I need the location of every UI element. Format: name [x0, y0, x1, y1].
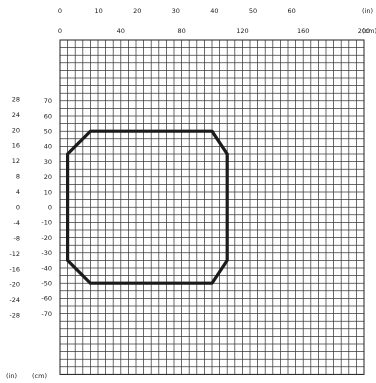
- left-cm-tick-label: 10: [44, 188, 52, 196]
- top-axis-cm-labels: 04080120160200240: [58, 27, 370, 35]
- left-cm-tick-label: 30: [44, 158, 52, 166]
- left-inch-tick-label: -28: [9, 312, 20, 320]
- top-inch-tick-label: 30: [172, 7, 180, 15]
- left-inch-tick-label: 8: [16, 173, 20, 181]
- left-inch-tick-label: -12: [9, 250, 20, 258]
- left-inch-tick-label: -24: [9, 296, 20, 304]
- left-cm-tick-label: -60: [41, 295, 52, 303]
- top-axis-cm-unit: (cm): [362, 27, 376, 35]
- top-inch-tick-label: 40: [210, 7, 218, 15]
- top-cm-tick-label: 0: [58, 27, 62, 35]
- left-cm-tick-label: -70: [41, 310, 52, 318]
- top-inch-tick-label: 20: [133, 7, 141, 15]
- left-inch-tick-label: -8: [14, 234, 20, 242]
- top-inch-tick-label: 60: [288, 7, 296, 15]
- left-inch-tick-label: 28: [12, 95, 20, 103]
- left-cm-tick-label: -50: [41, 280, 52, 288]
- left-inch-tick-label: 20: [12, 126, 20, 134]
- left-inch-tick-label: 12: [12, 157, 20, 165]
- left-inch-tick-label: -20: [9, 281, 20, 289]
- left-axis-cm-unit: (cm): [32, 372, 47, 380]
- left-axis-cm-labels: 70 60 50 40 30 20 10 0 -10 -20 -30 -40 -50 -60 -70: [41, 97, 52, 318]
- grid-border: [59, 39, 365, 375]
- left-cm-tick-label: 40: [44, 143, 52, 151]
- left-cm-tick-label: 70: [44, 97, 52, 105]
- octagon-outline: [65, 129, 229, 285]
- top-cm-tick-label: 40: [117, 27, 125, 35]
- left-inch-tick-label: 24: [12, 111, 20, 119]
- left-cm-tick-label: -20: [41, 234, 52, 242]
- left-cm-tick-label: -10: [41, 219, 52, 227]
- left-cm-tick-label: 0: [48, 204, 52, 212]
- left-cm-tick-label: -30: [41, 249, 52, 257]
- top-cm-tick-label: 120: [236, 27, 248, 35]
- left-inch-tick-label: -4: [14, 219, 20, 227]
- top-inch-tick-label: 10: [94, 7, 102, 15]
- left-cm-tick-label: 50: [44, 128, 52, 136]
- left-axis-inch-labels: 28 24 20 16 12 8 4 0 -4 -8 -12 -16 -20 -24 -28: [9, 95, 20, 319]
- top-cm-tick-label: 200: [358, 27, 370, 35]
- top-cm-tick-label: 80: [177, 27, 185, 35]
- left-inch-tick-label: 0: [16, 204, 20, 212]
- grid: [59, 39, 365, 375]
- left-inch-tick-label: 16: [12, 142, 20, 150]
- left-cm-tick-label: 60: [44, 112, 52, 120]
- top-axis-inch-unit: (in): [362, 7, 373, 15]
- left-inch-tick-label: -16: [9, 265, 20, 273]
- left-cm-tick-label: 20: [44, 173, 52, 181]
- top-axis-inch-labels: 0 10 20 30 40 50 60: [58, 7, 296, 15]
- top-inch-tick-label: 0: [58, 7, 62, 15]
- top-cm-tick-label: 160: [297, 27, 309, 35]
- top-inch-tick-label: 50: [249, 7, 257, 15]
- left-cm-tick-label: -40: [41, 264, 52, 272]
- left-axis-inch-unit: (in): [6, 372, 17, 380]
- left-inch-tick-label: 4: [16, 188, 20, 196]
